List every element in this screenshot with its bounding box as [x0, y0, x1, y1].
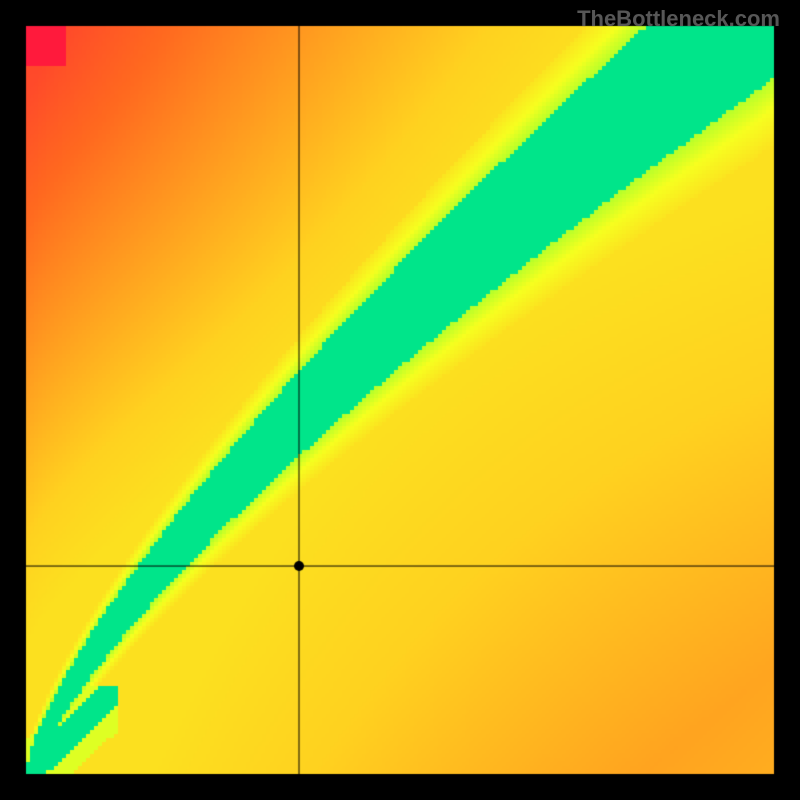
- bottleneck-heatmap: [0, 0, 800, 800]
- chart-container: TheBottleneck.com: [0, 0, 800, 800]
- watermark-text: TheBottleneck.com: [577, 6, 780, 32]
